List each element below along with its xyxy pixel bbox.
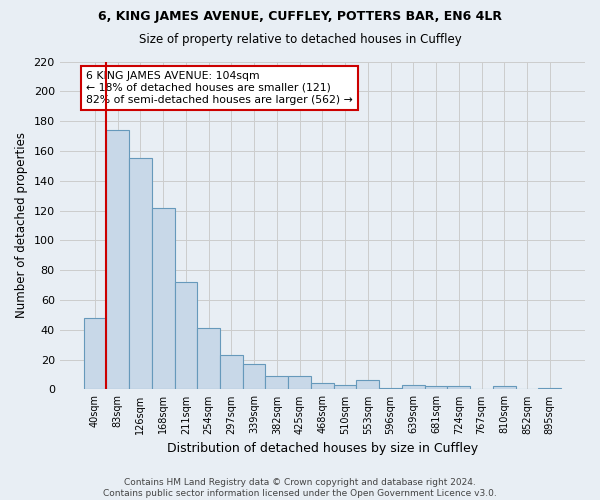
Bar bbox=[402, 385, 425, 390]
Bar bbox=[265, 376, 288, 390]
Bar bbox=[175, 282, 197, 390]
Bar bbox=[197, 328, 220, 390]
X-axis label: Distribution of detached houses by size in Cuffley: Distribution of detached houses by size … bbox=[167, 442, 478, 455]
Bar bbox=[493, 386, 515, 390]
Text: Contains HM Land Registry data © Crown copyright and database right 2024.
Contai: Contains HM Land Registry data © Crown c… bbox=[103, 478, 497, 498]
Text: 6 KING JAMES AVENUE: 104sqm
← 18% of detached houses are smaller (121)
82% of se: 6 KING JAMES AVENUE: 104sqm ← 18% of det… bbox=[86, 72, 353, 104]
Bar bbox=[334, 385, 356, 390]
Bar bbox=[243, 364, 265, 390]
Bar bbox=[83, 318, 106, 390]
Bar bbox=[152, 208, 175, 390]
Bar bbox=[220, 355, 243, 390]
Text: 6, KING JAMES AVENUE, CUFFLEY, POTTERS BAR, EN6 4LR: 6, KING JAMES AVENUE, CUFFLEY, POTTERS B… bbox=[98, 10, 502, 23]
Bar bbox=[425, 386, 448, 390]
Bar bbox=[448, 386, 470, 390]
Bar bbox=[356, 380, 379, 390]
Bar bbox=[288, 376, 311, 390]
Bar bbox=[538, 388, 561, 390]
Text: Size of property relative to detached houses in Cuffley: Size of property relative to detached ho… bbox=[139, 32, 461, 46]
Bar bbox=[311, 384, 334, 390]
Bar bbox=[129, 158, 152, 390]
Bar bbox=[379, 388, 402, 390]
Y-axis label: Number of detached properties: Number of detached properties bbox=[15, 132, 28, 318]
Bar bbox=[106, 130, 129, 390]
